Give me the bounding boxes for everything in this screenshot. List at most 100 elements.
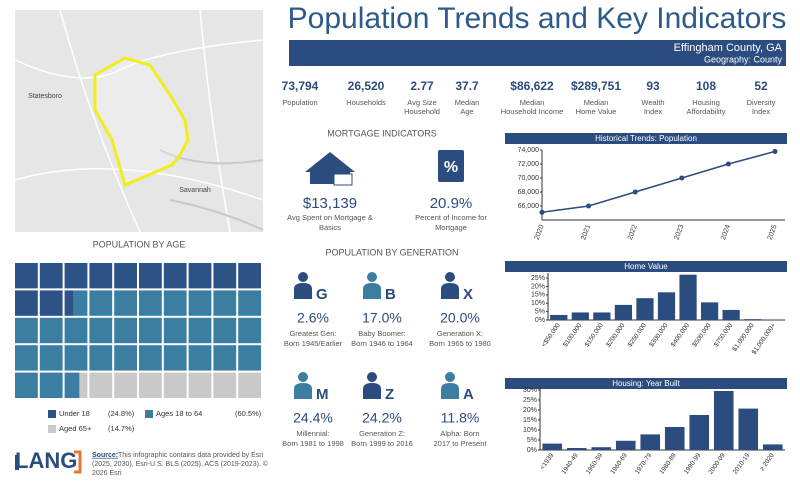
x-tick-label: 2000-09 <box>707 452 727 476</box>
waffle-cell <box>114 317 137 344</box>
x-tick-label: 2021 <box>580 224 592 241</box>
y-tick-label: 74,000 <box>518 147 540 154</box>
waffle-cell <box>163 372 187 398</box>
generation-label: Greatest Gen: <box>289 329 336 338</box>
waffle-cell <box>139 263 162 289</box>
x-tick-label: 1940-49 <box>560 452 580 476</box>
bar <box>722 309 740 320</box>
chart-title-bar <box>505 261 787 272</box>
person-head <box>298 372 308 382</box>
bar <box>679 274 697 320</box>
generation-letter: M <box>316 386 329 403</box>
person-body <box>363 383 381 399</box>
generation-letter: B <box>385 286 396 303</box>
person-head <box>367 272 377 282</box>
indicator-value: 52 <box>754 79 768 93</box>
map-water <box>159 149 264 231</box>
generation-value: 2.6% <box>297 310 329 326</box>
mortgage-label: Avg Spent on Mortgage & <box>287 213 373 222</box>
x-tick-label: $200,000 <box>605 322 627 349</box>
county-outline <box>93 56 190 188</box>
point <box>539 209 545 215</box>
bar <box>542 443 563 450</box>
indicator-value: 2.77 <box>410 79 434 93</box>
waffle-cell <box>64 290 74 316</box>
section-title: MORTGAGE INDICATORS <box>327 128 437 138</box>
y-tick-label: 0% <box>527 447 537 454</box>
indicator-label: Housing <box>692 98 720 107</box>
generation-letter: X <box>463 286 473 303</box>
waffle-cell <box>39 372 63 398</box>
waffle-cell <box>139 345 162 371</box>
indicator-label: Age <box>460 107 473 116</box>
waffle-cell <box>64 345 88 371</box>
waffle-cell <box>213 290 237 316</box>
waffle-cell <box>238 290 261 316</box>
generation-label: Millennial: <box>296 429 329 438</box>
generation-label: Born 1999 to 2016 <box>351 439 413 448</box>
waffle-cell <box>213 372 237 398</box>
y-tick-label: 5% <box>535 308 545 315</box>
x-tick-label: $400,000 <box>670 322 692 349</box>
waffle-cell <box>188 372 212 398</box>
legend-swatch <box>48 410 56 418</box>
chart-title: Home Value <box>624 262 668 271</box>
waffle-cell <box>238 317 261 344</box>
waffle-cell <box>15 345 38 371</box>
mortgage-value: $13,139 <box>303 195 357 212</box>
person-head <box>445 372 455 382</box>
bar <box>664 427 685 450</box>
bar <box>550 314 568 320</box>
person-head <box>367 372 377 382</box>
section-title: POPULATION BY GENERATION <box>325 247 458 257</box>
section-title: POPULATION BY AGE <box>93 239 186 249</box>
indicator-label: Home Value <box>576 107 617 116</box>
bar <box>615 440 636 450</box>
mortgage-label: Percent of Income for <box>415 213 487 222</box>
banner <box>289 40 786 66</box>
indicator-label: Affordability <box>686 107 725 116</box>
waffle-cell <box>15 290 38 316</box>
indicator-value: 93 <box>646 79 660 93</box>
y-tick-label: 20% <box>531 283 545 290</box>
generation-value: 11.8% <box>441 410 480 426</box>
source-text: (2025, 2030), Esri-U.S. BLS (2025), ACS … <box>92 460 269 468</box>
indicator-value: 73,794 <box>282 79 319 93</box>
waffle-cell <box>163 290 187 316</box>
chart-title-bar <box>505 133 787 144</box>
generation-value: 24.2% <box>362 410 402 426</box>
waffle-cell <box>139 290 162 316</box>
house-icon <box>305 152 355 186</box>
mortgage-label: Mortgage <box>435 223 467 232</box>
generation-label: Born 1965 to 1980 <box>429 339 491 348</box>
generation-label: Born 1946 to 1964 <box>351 339 413 348</box>
waffle-cell <box>139 372 162 398</box>
waffle-cell <box>39 290 63 316</box>
x-tick-label: 2025 <box>767 224 779 241</box>
point <box>586 203 592 209</box>
waffle-cell <box>64 372 80 398</box>
x-tick-label: 1970-79 <box>634 452 654 476</box>
person-body <box>294 383 312 399</box>
x-tick-label: <$50,000 <box>540 322 562 349</box>
indicator-value: 26,520 <box>348 79 385 93</box>
x-tick-label: $750,000 <box>713 322 735 349</box>
legend-label: Under 18 <box>59 409 90 418</box>
x-tick-label: $100,000 <box>562 322 584 349</box>
generation-label: Born 1981 to 1998 <box>282 439 344 448</box>
indicator-label: Household <box>404 107 440 116</box>
x-tick-label: 2022 <box>627 224 639 241</box>
indicator-label: Median <box>520 98 545 107</box>
indicator-label: Household Income <box>501 107 564 116</box>
waffle-cell <box>238 263 261 289</box>
bar <box>571 312 589 320</box>
generation-value: 20.0% <box>440 310 480 326</box>
waffle-cell <box>213 263 237 289</box>
legend-value: (60.5%) <box>235 409 262 418</box>
waffle-cell <box>64 317 88 344</box>
waffle-cell <box>188 290 212 316</box>
x-tick-label: $300,000 <box>648 322 670 349</box>
waffle-cell <box>73 290 88 316</box>
y-tick-label: 15% <box>523 417 537 424</box>
generation-label: Born 1945/Earlier <box>284 339 343 348</box>
